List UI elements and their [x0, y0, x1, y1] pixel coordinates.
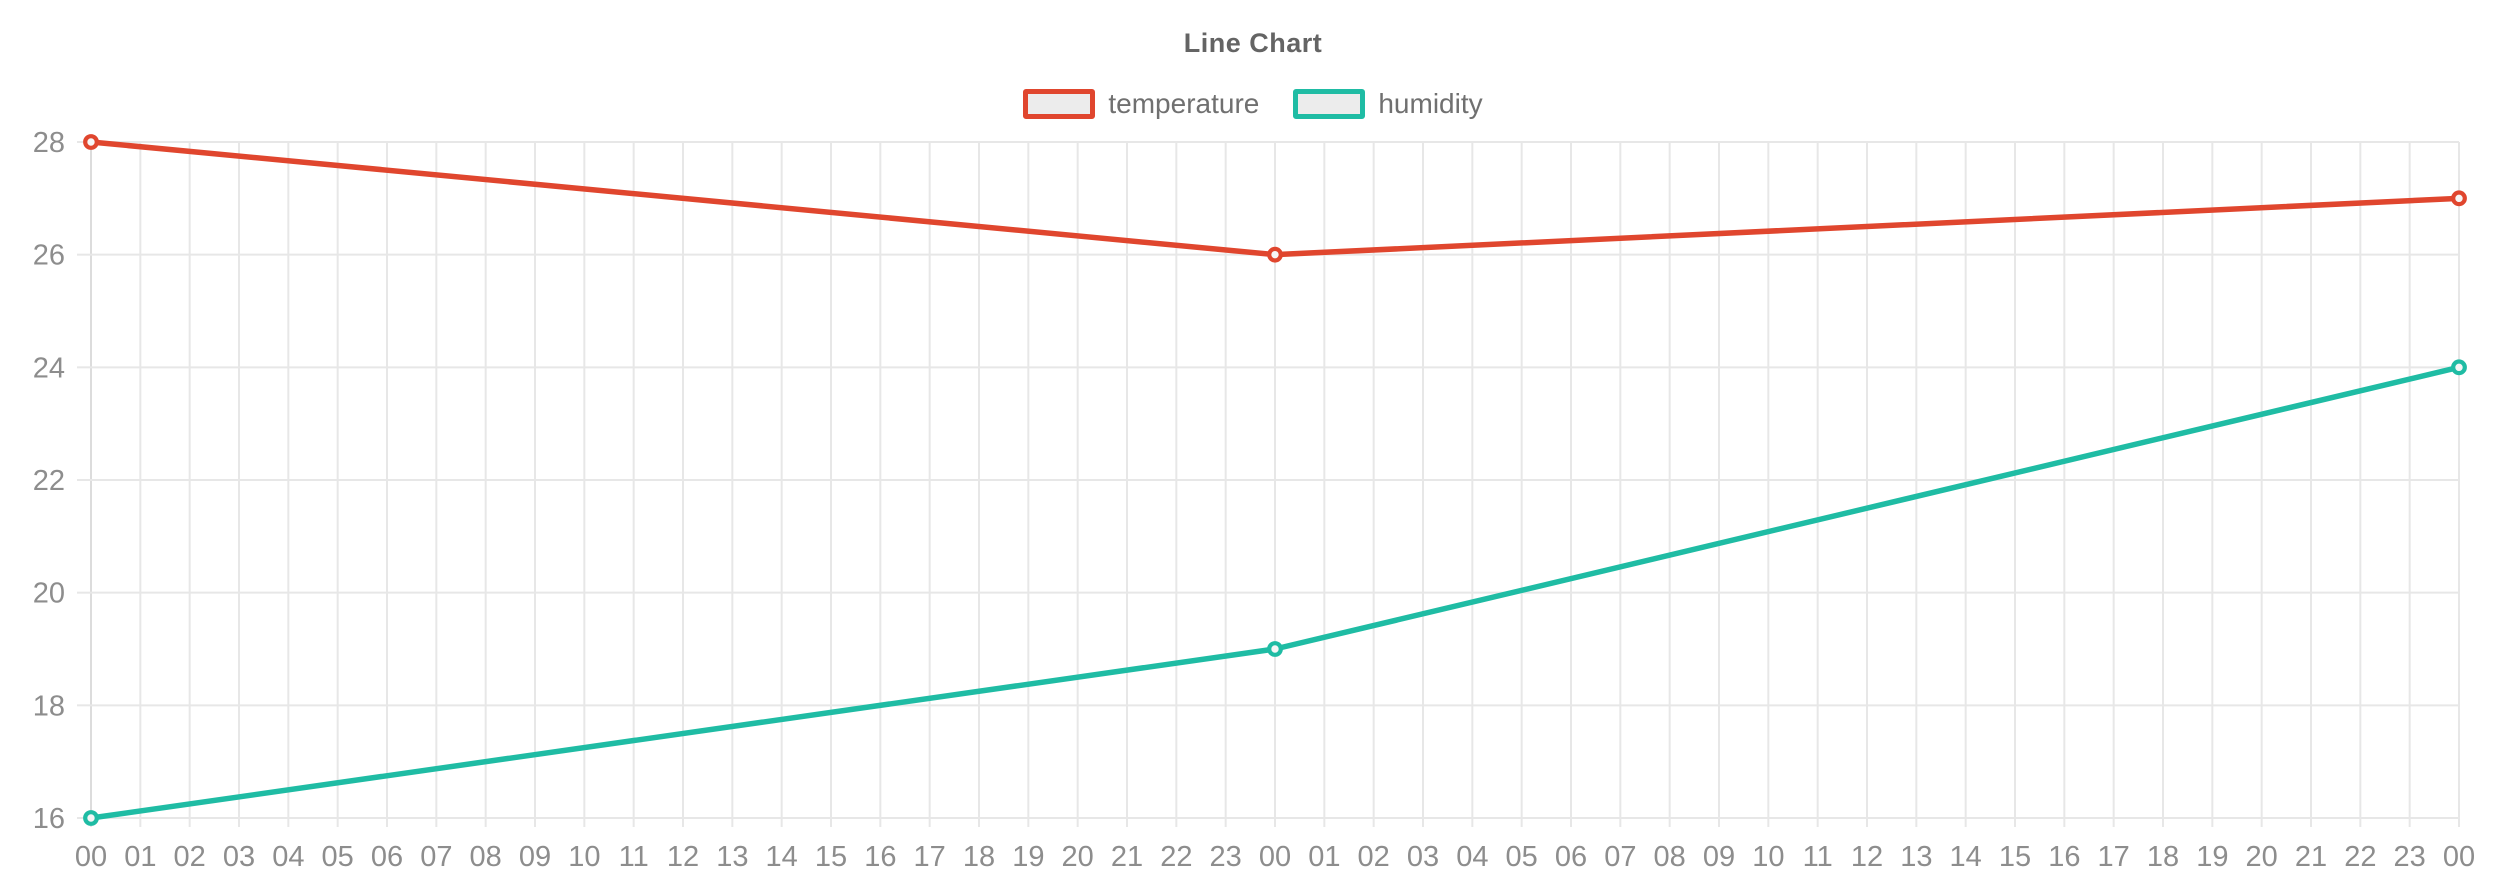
y-tick-label: 22 [33, 465, 65, 497]
x-tick-label: 05 [322, 841, 354, 873]
x-tick-label: 20 [2246, 841, 2278, 873]
legend-item-humidity[interactable]: humidity [1293, 88, 1483, 120]
x-tick-label: 20 [1062, 841, 1094, 873]
data-point-temperature[interactable] [83, 134, 99, 150]
legend-label: temperature [1108, 88, 1260, 119]
x-tick-label: 22 [1160, 841, 1192, 873]
x-tick-label: 14 [766, 841, 798, 873]
x-tick-label: 03 [1407, 841, 1439, 873]
x-tick-label: 18 [963, 841, 995, 873]
data-point-humidity[interactable] [1267, 641, 1283, 657]
x-tick-label: 04 [272, 841, 304, 873]
x-tick-label: 17 [914, 841, 946, 873]
x-tick-label: 02 [1358, 841, 1390, 873]
x-tick-label: 00 [2443, 841, 2475, 873]
data-point-humidity[interactable] [2451, 359, 2467, 376]
x-tick-label: 08 [470, 841, 502, 873]
legend-label: humidity [1378, 88, 1483, 119]
x-tick-label: 17 [2098, 841, 2130, 873]
x-tick-label: 09 [1703, 841, 1735, 873]
data-point-humidity[interactable] [83, 810, 99, 826]
x-tick-label: 16 [864, 841, 896, 873]
x-tick-label: 10 [568, 841, 600, 873]
x-tick-label: 01 [1308, 841, 1340, 873]
x-tick-label: 19 [2196, 841, 2228, 873]
x-tick-label: 07 [1604, 841, 1636, 873]
y-tick-label: 24 [33, 352, 65, 384]
x-tick-label: 08 [1654, 841, 1686, 873]
x-tick-label: 15 [815, 841, 847, 873]
y-tick-label: 26 [33, 240, 65, 272]
x-tick-label: 11 [1803, 841, 1833, 873]
x-tick-label: 11 [619, 841, 649, 873]
x-tick-label: 14 [1950, 841, 1982, 873]
x-tick-label: 10 [1752, 841, 1784, 873]
x-tick-label: 19 [1012, 841, 1044, 873]
chart-title: Line Chart [1183, 28, 1323, 58]
x-tick-label: 12 [667, 841, 699, 873]
x-tick-label: 21 [1111, 841, 1143, 873]
x-tick-label: 05 [1506, 841, 1538, 873]
axis-labels: 00 01 02 03 04 05 06 07 08 09 10 11 12 13 14 15 16 17 18 19… [33, 127, 2475, 873]
y-tick-label: 16 [33, 803, 65, 835]
x-tick-label: 00 [1259, 841, 1291, 873]
x-tick-label: 09 [519, 841, 551, 873]
x-tick-label: 12 [1851, 841, 1883, 873]
data-point-temperature[interactable] [2451, 190, 2467, 207]
y-tick-label: 28 [33, 127, 65, 159]
legend-swatch-humidity [1293, 89, 1366, 119]
x-tick-label: 13 [1900, 841, 1932, 873]
x-tick-label: 01 [124, 841, 156, 873]
legend-swatch-temperature [1023, 89, 1096, 119]
series-humidity [83, 359, 2467, 826]
series-temperature [83, 134, 2467, 263]
x-tick-label: 07 [420, 841, 452, 873]
chart-legend: temperature humidity [0, 88, 2506, 120]
y-tick-label: 20 [33, 578, 65, 610]
x-tick-label: 23 [1210, 841, 1242, 873]
x-tick-label: 16 [2048, 841, 2080, 873]
x-tick-label: 00 [75, 841, 107, 873]
x-tick-label: 18 [2147, 841, 2179, 873]
x-tick-label: 04 [1456, 841, 1488, 873]
x-tick-label: 03 [223, 841, 255, 873]
x-tick-label: 02 [174, 841, 206, 873]
data-point-temperature[interactable] [1267, 246, 1283, 263]
x-tick-label: 13 [716, 841, 748, 873]
x-tick-label: 21 [2295, 841, 2327, 873]
x-tick-label: 15 [1999, 841, 2031, 873]
x-tick-label: 06 [1555, 841, 1587, 873]
x-tick-label: 23 [2394, 841, 2426, 873]
x-tick-label: 22 [2344, 841, 2376, 873]
gridlines [77, 141, 2460, 827]
y-tick-label: 18 [33, 690, 65, 722]
x-tick-label: 06 [371, 841, 403, 873]
legend-item-temperature[interactable]: temperature [1023, 88, 1259, 120]
